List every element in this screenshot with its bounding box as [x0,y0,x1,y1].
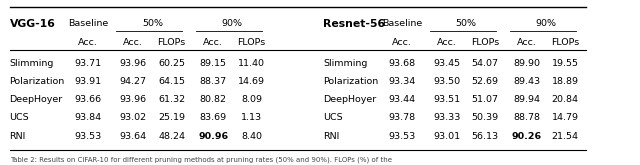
Text: 93.66: 93.66 [75,95,102,104]
Text: UCS: UCS [10,114,29,122]
Text: UCS: UCS [323,114,343,122]
Text: Acc.: Acc. [203,38,223,47]
Text: Baseline: Baseline [68,19,108,28]
Text: 89.94: 89.94 [513,95,540,104]
Text: DeepHoyer: DeepHoyer [323,95,376,104]
Text: 88.78: 88.78 [513,114,540,122]
Text: Baseline: Baseline [382,19,422,28]
Text: 93.34: 93.34 [388,77,415,86]
Text: 64.15: 64.15 [158,77,185,86]
Text: 14.69: 14.69 [238,77,265,86]
Text: 1.13: 1.13 [241,114,262,122]
Text: 93.71: 93.71 [75,59,102,68]
Text: 19.55: 19.55 [552,59,579,68]
Point [113,30,120,32]
Text: 89.43: 89.43 [513,77,540,86]
Point [506,30,514,32]
Text: Slimming: Slimming [323,59,367,68]
Text: 93.68: 93.68 [388,59,415,68]
Text: Acc.: Acc. [78,38,99,47]
Text: 51.07: 51.07 [472,95,499,104]
Text: 93.45: 93.45 [433,59,460,68]
Text: 93.02: 93.02 [120,114,147,122]
Text: 50.39: 50.39 [472,114,499,122]
Text: 18.89: 18.89 [552,77,579,86]
Text: 88.37: 88.37 [200,77,227,86]
Point [492,30,500,32]
Text: 50%: 50% [456,19,476,28]
Text: 83.69: 83.69 [200,114,227,122]
Text: 20.84: 20.84 [552,95,579,104]
Text: RNI: RNI [10,132,26,141]
Text: 93.78: 93.78 [388,114,415,122]
Text: Polarization: Polarization [323,77,378,86]
Text: 61.32: 61.32 [158,95,185,104]
Point [426,30,434,32]
Text: Acc.: Acc. [436,38,457,47]
Text: 93.91: 93.91 [75,77,102,86]
Text: 93.44: 93.44 [388,95,415,104]
Text: 90.96: 90.96 [198,132,228,141]
Text: Slimming: Slimming [10,59,54,68]
Text: 93.53: 93.53 [388,132,415,141]
Text: 90%: 90% [222,19,243,28]
Text: 94.27: 94.27 [120,77,147,86]
Text: 93.50: 93.50 [433,77,460,86]
Text: 93.96: 93.96 [120,59,147,68]
Text: FLOPs: FLOPs [551,38,579,47]
Text: 93.01: 93.01 [433,132,460,141]
Text: Acc.: Acc. [516,38,537,47]
Text: 93.33: 93.33 [433,114,460,122]
Point [259,30,266,32]
Text: FLOPs: FLOPs [237,38,266,47]
Text: 54.07: 54.07 [472,59,499,68]
Text: 56.13: 56.13 [472,132,499,141]
Text: 11.40: 11.40 [238,59,265,68]
Point [179,30,186,32]
Text: 89.90: 89.90 [513,59,540,68]
Point [572,30,580,32]
Text: 48.24: 48.24 [158,132,185,141]
Text: 14.79: 14.79 [552,114,579,122]
Text: 25.19: 25.19 [158,114,185,122]
Text: 21.54: 21.54 [552,132,579,141]
Text: VGG-16: VGG-16 [10,19,56,29]
Text: Acc.: Acc. [123,38,143,47]
Text: 89.15: 89.15 [200,59,227,68]
Text: 8.40: 8.40 [241,132,262,141]
Text: FLOPs: FLOPs [471,38,499,47]
Text: Acc.: Acc. [392,38,412,47]
Text: 93.96: 93.96 [120,95,147,104]
Text: 93.84: 93.84 [75,114,102,122]
Text: 93.53: 93.53 [75,132,102,141]
Text: 52.69: 52.69 [472,77,499,86]
Text: 60.25: 60.25 [158,59,185,68]
Text: 90%: 90% [536,19,556,28]
Text: DeepHoyer: DeepHoyer [10,95,63,104]
Text: Polarization: Polarization [10,77,65,86]
Text: Resnet-56: Resnet-56 [323,19,385,29]
Text: 80.82: 80.82 [200,95,227,104]
Text: 93.64: 93.64 [120,132,147,141]
Text: FLOPs: FLOPs [157,38,186,47]
Text: RNI: RNI [323,132,340,141]
Text: 90.26: 90.26 [511,132,542,141]
Text: 8.09: 8.09 [241,95,262,104]
Text: 50%: 50% [142,19,163,28]
Point [193,30,200,32]
Text: 93.51: 93.51 [433,95,460,104]
Text: Table 2: Results on CIFAR-10 for different pruning methods at pruning rates (50%: Table 2: Results on CIFAR-10 for differe… [10,157,392,163]
